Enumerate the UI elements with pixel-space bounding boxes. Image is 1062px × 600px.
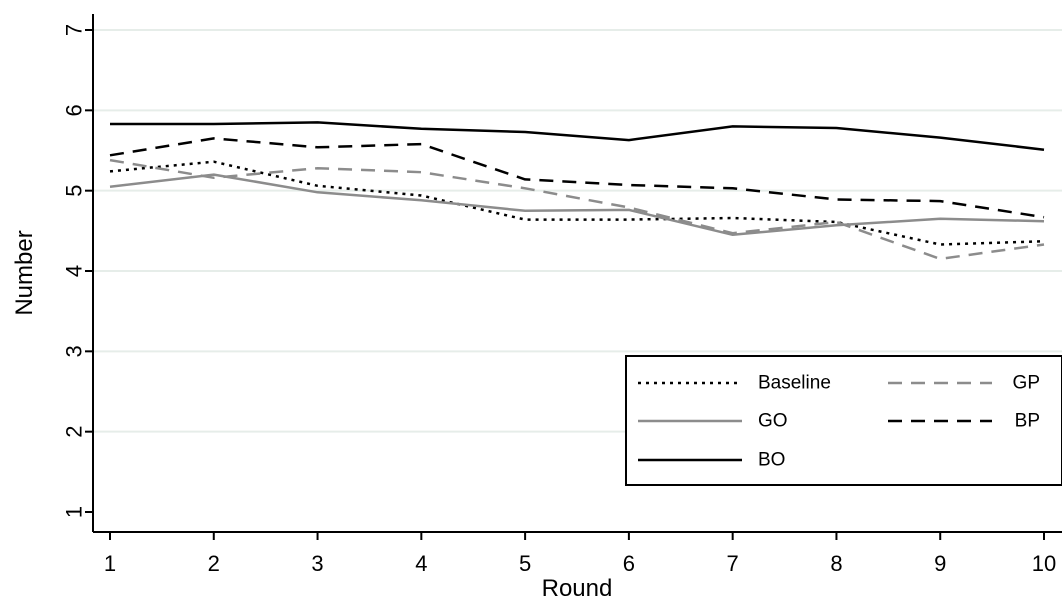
- series-line-bo: [110, 122, 1044, 149]
- legend-label-gp: GP: [1013, 373, 1040, 394]
- y-tick-label: 7: [62, 24, 87, 36]
- x-axis-label: Round: [542, 575, 613, 600]
- legend-label-baseline: Baseline: [758, 373, 831, 394]
- x-tick-label: 2: [208, 551, 220, 576]
- series-line-go: [110, 175, 1044, 235]
- series-line-bp: [110, 138, 1044, 217]
- y-tick-label: 4: [62, 265, 87, 277]
- x-tick-label: 3: [311, 551, 323, 576]
- y-tick-label: 2: [62, 426, 87, 438]
- x-tick-label: 9: [934, 551, 946, 576]
- y-tick-label: 1: [62, 506, 87, 518]
- x-tick-label: 10: [1032, 551, 1056, 576]
- x-tick-label: 7: [727, 551, 739, 576]
- x-tick-label: 5: [519, 551, 531, 576]
- y-tick-label: 5: [62, 185, 87, 197]
- y-tick-label: 6: [62, 104, 87, 116]
- x-tick-label: 6: [623, 551, 635, 576]
- x-tick-label: 8: [830, 551, 842, 576]
- x-tick-label: 4: [415, 551, 427, 576]
- y-axis-label: Number: [11, 230, 38, 315]
- legend-label-go: GO: [758, 411, 788, 432]
- x-ticks: 1 2 3 4 5 6 7 8 9 10: [104, 532, 1056, 576]
- y-tick-label: 3: [62, 345, 87, 357]
- legend-label-bp: BP: [1015, 411, 1040, 432]
- y-ticks: 1 2 3 4 5 6 7: [62, 24, 94, 518]
- legend-label-bo: BO: [758, 450, 785, 471]
- x-tick-label: 1: [104, 551, 116, 576]
- legend: Baseline GO BO GP BP: [626, 356, 1062, 485]
